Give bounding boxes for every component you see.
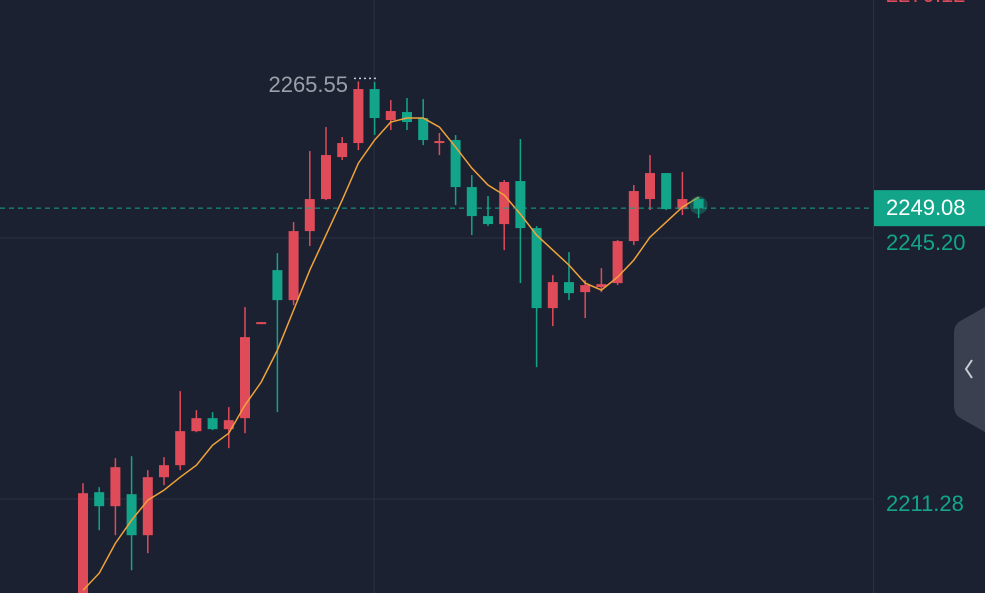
candle-body	[207, 418, 218, 430]
candle-body	[661, 173, 672, 210]
y-tick-label: 2245.20	[886, 230, 966, 255]
candle-body	[418, 118, 429, 141]
candle-body	[159, 465, 169, 478]
candle-body	[499, 182, 510, 225]
chevron-icon	[964, 359, 973, 379]
collapse-tab[interactable]	[954, 307, 985, 432]
candle-body	[288, 231, 299, 301]
candle-body	[94, 492, 105, 507]
candle-body	[450, 140, 461, 188]
candle-body	[321, 155, 331, 200]
candle-body	[223, 420, 234, 430]
candle-body	[304, 199, 315, 232]
candle-body	[515, 181, 526, 229]
candle-body	[256, 322, 267, 325]
current-price-dot	[695, 201, 703, 209]
candle-body	[385, 111, 396, 121]
current-price-box	[874, 190, 985, 227]
candle-body	[434, 141, 445, 144]
candle-body	[272, 270, 283, 301]
candle-body	[564, 282, 574, 294]
candle-body	[240, 337, 250, 419]
candle-body	[402, 112, 412, 123]
candle-body	[369, 89, 380, 119]
candle-body	[612, 241, 623, 284]
candle-body	[677, 199, 688, 210]
candle-body	[337, 143, 348, 158]
candle-body	[110, 467, 121, 507]
moving-average-line	[82, 117, 699, 591]
current-price-label: 2249.08	[886, 195, 966, 220]
candle-body	[353, 89, 364, 144]
candle-body	[531, 228, 542, 309]
candle-body	[78, 493, 88, 593]
y-tick-label: 2211.28	[886, 491, 964, 516]
candle-body	[580, 285, 591, 293]
candle-body	[483, 216, 493, 225]
candle-body	[547, 282, 558, 309]
candle-body	[126, 494, 137, 536]
candle-body	[596, 284, 607, 288]
candle-body	[175, 431, 186, 466]
candle-body	[628, 191, 639, 242]
y-tick-label: 2279.12	[886, 0, 966, 7]
candle-body	[466, 187, 477, 217]
high-label: 2265.55	[268, 72, 348, 97]
candle-body	[142, 477, 153, 536]
candle-body	[191, 418, 202, 432]
candle-body	[645, 173, 655, 200]
